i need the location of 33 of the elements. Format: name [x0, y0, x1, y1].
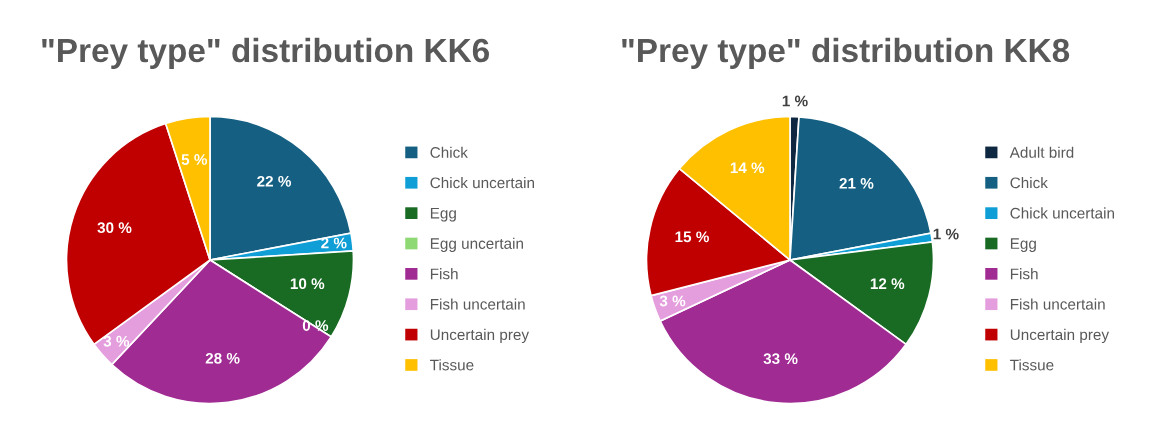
chart-title: "Prey type" distribution KK8 — [622, 37, 1070, 69]
data-label: 28 % — [205, 352, 240, 364]
legend-label: Fish — [1010, 268, 1038, 280]
data-label: 1 % — [782, 95, 808, 107]
legend-label: Egg uncertain — [430, 237, 523, 252]
chart-title: "Prey type" distribution KK6 — [42, 37, 489, 69]
legend-label: Chick — [1010, 177, 1048, 189]
legend-label: Chick — [430, 146, 468, 158]
data-label: 1 % — [933, 228, 959, 240]
legend-label: Adult bird — [1009, 146, 1074, 158]
legend-label: Chick uncertain — [1010, 207, 1114, 219]
data-label: 3 % — [103, 335, 130, 347]
legend-label: Egg — [1010, 238, 1036, 252]
legend-label: Uncertain prey — [430, 328, 530, 344]
data-label: 33 % — [763, 353, 798, 365]
legend-label: Fish uncertain — [430, 298, 525, 310]
data-label: 14 % — [730, 162, 765, 174]
data-label: 10 % — [290, 278, 325, 290]
legend-label: Tissue — [430, 359, 474, 371]
legend-label: Egg — [430, 207, 456, 222]
legend-label: Chick uncertain — [430, 177, 534, 189]
legend-label: Fish uncertain — [1010, 298, 1105, 310]
data-label: 30 % — [97, 222, 132, 234]
data-label: 2 % — [321, 237, 347, 249]
legend-label: Tissue — [1010, 359, 1054, 371]
data-label: 5 % — [181, 154, 208, 165]
data-label: 15 % — [675, 231, 709, 243]
data-label: 21 % — [839, 177, 874, 189]
data-label: 22 % — [257, 175, 292, 187]
data-label: 12 % — [870, 278, 905, 290]
data-label: 3 % — [659, 295, 686, 307]
legend-label: Fish — [430, 268, 458, 280]
legend-label: Uncertain prey — [1010, 328, 1110, 344]
